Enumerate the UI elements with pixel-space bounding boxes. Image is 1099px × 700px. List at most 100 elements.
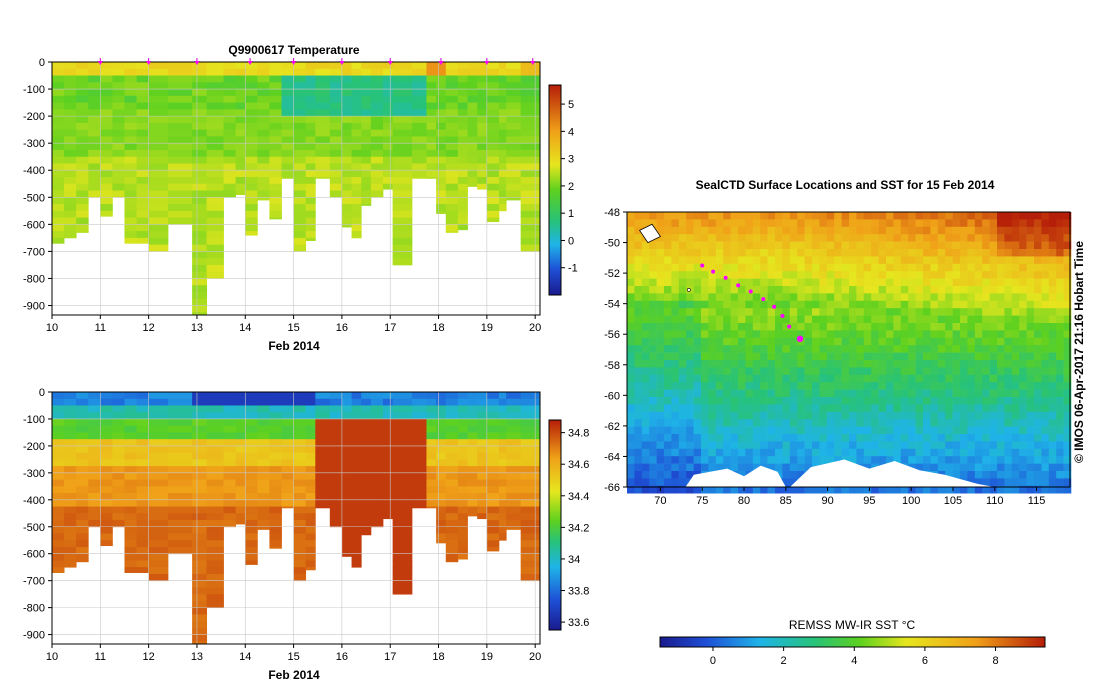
sst-cell	[745, 485, 754, 494]
profile-cell	[64, 439, 77, 447]
colorbar-tick-label: -1	[568, 263, 578, 275]
sst-cell	[1063, 404, 1072, 413]
sst-cell	[1056, 382, 1064, 390]
sst-cell	[1041, 219, 1050, 228]
profile-cell	[426, 493, 437, 501]
sst-cell	[886, 286, 894, 294]
sst-field	[627, 212, 1072, 494]
sst-cell	[967, 323, 976, 331]
sst-cell	[789, 278, 798, 287]
sst-cell	[960, 352, 968, 361]
profile-cell	[457, 392, 468, 400]
profile-cell	[124, 143, 137, 151]
profile-cell	[506, 439, 522, 447]
sst-cell	[627, 411, 635, 420]
profile-cell	[245, 425, 258, 433]
profile-cell	[305, 224, 316, 232]
profile-cell	[467, 506, 478, 514]
profile-cell	[148, 425, 169, 433]
profile-cell	[100, 466, 113, 474]
profile-cell	[436, 520, 447, 528]
profile-cell	[136, 479, 150, 487]
sst-cell	[627, 404, 635, 413]
sst-cell	[886, 308, 894, 316]
profile-cell	[477, 506, 488, 514]
sst-cell	[841, 212, 850, 220]
sst-cell	[671, 434, 680, 442]
sst-cell	[797, 219, 805, 228]
sst-cell	[745, 448, 754, 457]
sst-cell	[752, 345, 761, 353]
sst-cell	[804, 249, 813, 257]
profile-cell	[245, 197, 258, 205]
sst-cell	[715, 256, 724, 265]
sst-cell	[989, 478, 998, 487]
profile-cell	[269, 513, 282, 521]
profile-cell	[192, 506, 208, 514]
profile-cell	[315, 122, 331, 131]
profile-cell	[293, 204, 307, 212]
sst-cell	[1011, 256, 1020, 265]
profile-cell	[88, 412, 101, 420]
sst-cell	[664, 389, 672, 398]
profile-cell	[167, 546, 193, 555]
profile-cell	[206, 62, 224, 70]
sst-cell	[863, 397, 872, 405]
sst-cell	[715, 219, 724, 228]
sst-cell	[789, 271, 798, 279]
sst-cell	[671, 456, 680, 464]
profile-cell	[520, 459, 541, 467]
profile-cell	[148, 560, 169, 568]
profile-cell	[124, 89, 137, 97]
sst-cell	[871, 448, 879, 457]
sst-cell	[797, 404, 805, 413]
sst-cell	[930, 463, 939, 472]
sst-cell	[767, 337, 776, 346]
sst-cell	[686, 471, 694, 479]
sst-cell	[671, 241, 680, 250]
profile-cell	[293, 459, 307, 467]
sst-cell	[760, 234, 768, 242]
sst-cell	[937, 374, 946, 383]
profile-cell	[506, 102, 522, 110]
profile-cell	[520, 75, 541, 83]
profile-cell	[370, 445, 384, 454]
sst-cell	[641, 241, 650, 250]
profile-cell	[76, 392, 89, 400]
profile-cell	[64, 560, 77, 568]
sst-cell	[649, 300, 657, 309]
profile-cell	[392, 177, 413, 185]
sst-cell	[804, 411, 813, 420]
sst-cell	[1056, 263, 1064, 272]
sst-cell	[937, 360, 946, 368]
sst-cell	[686, 352, 694, 361]
sst-cell	[952, 345, 961, 353]
profile-cell	[136, 459, 150, 467]
sst-cell	[1004, 463, 1013, 472]
profile-cell	[167, 499, 193, 507]
sst-cell	[634, 441, 643, 450]
sst-cell	[745, 389, 754, 398]
profile-cell	[223, 75, 236, 83]
y-tick-label: -100	[23, 84, 45, 96]
sst-cell	[745, 360, 754, 368]
sst-cell	[893, 315, 902, 324]
profile-cell	[382, 75, 394, 83]
sst-cell	[1034, 330, 1042, 339]
profile-cell	[370, 493, 384, 501]
profile-cell	[498, 493, 507, 501]
sst-cell	[960, 234, 968, 242]
sst-cell	[863, 485, 872, 494]
profile-cell	[457, 82, 468, 90]
profile-cell	[52, 439, 65, 447]
profile-cell	[167, 425, 193, 433]
sst-cell	[812, 367, 820, 376]
profile-cell	[305, 553, 316, 561]
sst-cell	[1026, 256, 1035, 265]
sst-cell	[937, 300, 946, 309]
sst-cell	[701, 308, 709, 316]
profile-cell	[64, 163, 77, 171]
profile-cell	[520, 190, 541, 198]
profile-cell	[235, 136, 246, 144]
sst-cell	[871, 219, 879, 228]
